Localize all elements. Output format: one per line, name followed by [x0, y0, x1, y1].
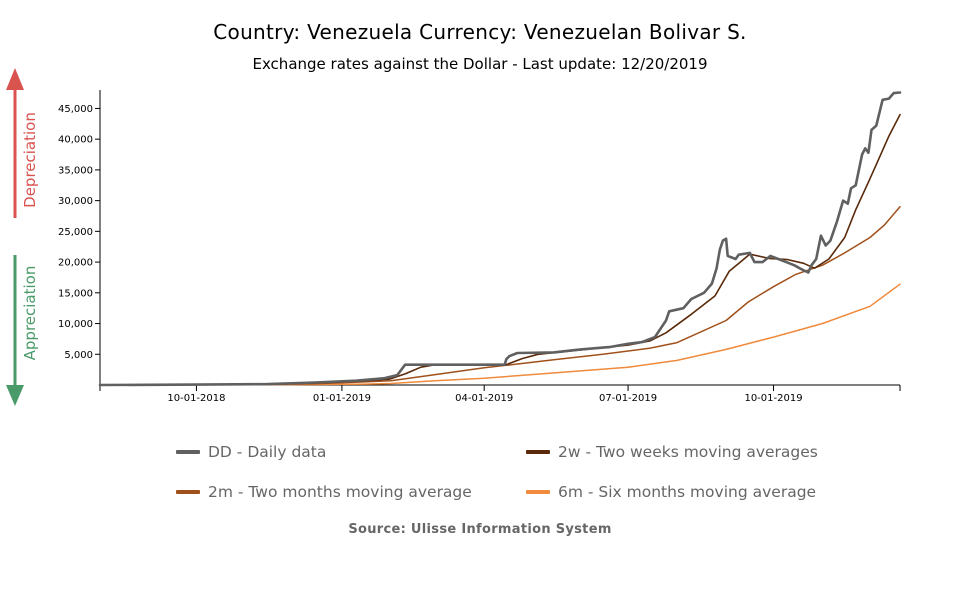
y-tick-label: 20,000: [58, 258, 93, 269]
depreciation-label: Depreciation: [21, 112, 39, 208]
y-tick-label: 15,000: [58, 288, 93, 299]
x-tick-label: 04-01-2019: [455, 393, 513, 404]
series-line-3: [99, 283, 901, 386]
source-note: Source: Ulisse Information System: [348, 522, 612, 537]
legend-swatch: [176, 490, 200, 494]
legend-label: 2m - Two months moving average: [208, 483, 472, 501]
series-line-2: [99, 206, 901, 386]
y-tick-label: 45,000: [58, 104, 93, 115]
legend-swatch: [526, 490, 550, 494]
y-tick-label: 10,000: [58, 319, 93, 330]
y-tick-label: 40,000: [58, 135, 93, 146]
legend-label: 6m - Six months moving average: [558, 483, 817, 501]
legend-item-2w[interactable]: 2w - Two weeks moving averages: [526, 443, 818, 461]
chart-title: Country: Venezuela Currency: Venezuelan …: [213, 20, 747, 44]
legend-item-6m[interactable]: 6m - Six months moving average: [526, 483, 816, 501]
legend-swatch: [526, 450, 550, 454]
legend-label: DD - Daily data: [208, 443, 327, 461]
y-tick-label: 35,000: [58, 165, 93, 176]
x-tick-label: 10-01-2018: [167, 393, 225, 404]
chart-subtitle: Exchange rates against the Dollar - Last…: [252, 55, 708, 73]
series-line-0: [98, 91, 902, 387]
y-tick-label: 25,000: [58, 227, 93, 238]
legend-item-dd[interactable]: DD - Daily data: [176, 443, 326, 461]
series-line-1: [99, 113, 901, 386]
legend-item-2m[interactable]: 2m - Two months moving average: [176, 483, 472, 501]
y-tick-label: 5,000: [64, 350, 93, 361]
appreciation-label: Appreciation: [21, 266, 39, 361]
appreciation-arrow-head: [6, 385, 24, 406]
legend-label: 2w - Two weeks moving averages: [558, 443, 818, 461]
x-tick-label: 01-01-2019: [313, 393, 371, 404]
depreciation-arrow-head: [6, 68, 24, 90]
x-tick-label: 07-01-2019: [599, 393, 657, 404]
legend-swatch: [176, 450, 200, 454]
y-tick-label: 30,000: [58, 196, 93, 207]
x-tick-label: 10-01-2019: [744, 393, 802, 404]
